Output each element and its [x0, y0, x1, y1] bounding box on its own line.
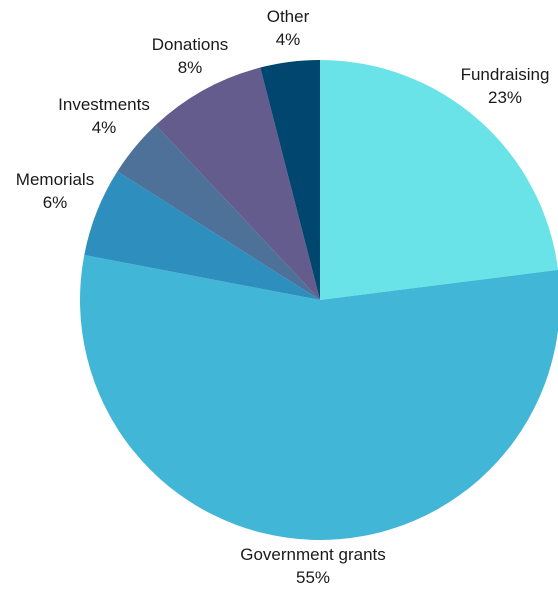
labels-group: Fundraising 23% Government grants 55% Memori… — [16, 7, 550, 587]
slice-category-label: Government grants — [240, 545, 386, 564]
slice-label-donations: Donations 8% — [152, 35, 229, 77]
slice-label-other: Other 4% — [267, 7, 310, 49]
slice-value-label: 8% — [178, 58, 203, 77]
pie-slice-fundraising — [320, 60, 558, 300]
slices-group — [80, 60, 558, 540]
slice-category-label: Donations — [152, 35, 229, 54]
slice-label-fundraising: Fundraising 23% — [461, 65, 550, 107]
slice-value-label: 6% — [43, 193, 68, 212]
pie-slice-memorials — [84, 171, 320, 300]
slice-value-label: 23% — [488, 88, 522, 107]
slice-label-government-grants: Government grants 55% — [240, 545, 386, 587]
slice-value-label: 4% — [276, 30, 301, 49]
pie-slice-donations — [155, 67, 320, 300]
slice-label-memorials: Memorials 6% — [16, 170, 94, 212]
pie-slice-investments — [117, 125, 320, 300]
slice-label-investments: Investments 4% — [58, 95, 150, 137]
pie-slice-government-grants — [80, 255, 558, 540]
slice-value-label: 4% — [92, 118, 117, 137]
slice-category-label: Fundraising — [461, 65, 550, 84]
slice-category-label: Memorials — [16, 170, 94, 189]
slice-category-label: Investments — [58, 95, 150, 114]
slice-category-label: Other — [267, 7, 310, 26]
slice-value-label: 55% — [296, 568, 330, 587]
pie-slice-other — [260, 60, 320, 300]
